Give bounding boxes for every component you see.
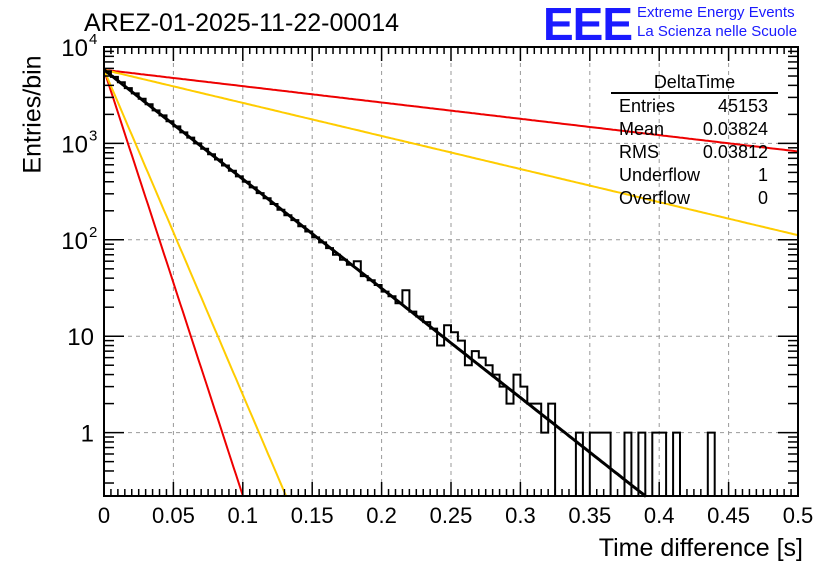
fit-yellow-shallow-curve [103,68,799,237]
logo-line-2: La Scienza nelle Scuole [637,23,798,40]
stats-label: RMS [619,142,659,162]
y-tick-label: 10 [61,131,88,158]
y-tick-label: 10 [67,324,94,351]
x-tick-label: 0.5 [783,503,814,528]
chart-title: AREZ-01-2025-11-22-00014 [84,9,400,37]
stats-row-overflow: Overflow 0 [611,187,778,210]
stats-row-rms: RMS 0.03812 [611,141,778,164]
stats-label: Overflow [619,188,691,208]
grid-lines [104,47,798,496]
y-tick-exponent: 2 [89,224,97,241]
stats-value: 1 [757,165,768,185]
x-tick-label: 0.3 [505,503,536,528]
fit-red-steep-curve [103,69,244,497]
y-tick-exponent: 4 [89,31,97,48]
x-tick-label: 0.25 [430,503,473,528]
x-tick-label: 0.4 [644,503,675,528]
x-tick-label: 0.1 [228,503,259,528]
stats-value: 0 [757,188,768,208]
stats-row-mean: Mean 0.03824 [611,118,778,141]
stats-label: Entries [619,96,676,116]
x-tick-label: 0.05 [152,503,195,528]
main-fit-curve [103,68,647,498]
stats-value: 0.03812 [702,142,768,162]
x-tick-label: 0.35 [568,503,611,528]
y-tick-label: 1 [81,421,94,448]
fit-curves [103,68,799,497]
logo-caption: Extreme Energy Events La Scienza nelle S… [637,3,797,41]
stats-title: DeltaTime [611,72,778,94]
x-tick-label: 0.2 [366,503,397,528]
fit-main-curve [103,68,647,498]
stats-value: 0.03824 [702,119,768,139]
y-tick-label: 10 [61,228,88,255]
stats-row-underflow: Underflow 1 [611,164,778,187]
stats-value: 45153 [717,96,768,116]
stats-label: Underflow [619,165,701,185]
axes [103,46,799,497]
fit-yellow-steep-curve [103,69,288,497]
y-tick-label: 10 [61,35,88,62]
logo-line-1: Extreme Energy Events [637,4,795,21]
y-axis-label: Entries/bin [18,55,47,174]
x-axis-label: Time difference [s] [598,534,803,562]
fit-red-shallow-curve [103,68,799,153]
y-tick-exponent: 3 [89,127,97,144]
x-tick-label: 0 [98,503,110,528]
tick-labels: 0 0.05 0.1 0.15 0.2 0.25 0.3 0.35 0.4 0.45 0.51101… [61,31,813,528]
eee-logo: EEE [543,0,633,50]
stats-box: DeltaTime Entries 45153 Mean 0.03824 RMS 0.… [611,72,778,210]
stats-label: Mean [619,119,665,139]
x-tick-label: 0.15 [291,503,334,528]
x-tick-label: 0.45 [707,503,750,528]
stats-row-entries: Entries 45153 [611,95,778,118]
